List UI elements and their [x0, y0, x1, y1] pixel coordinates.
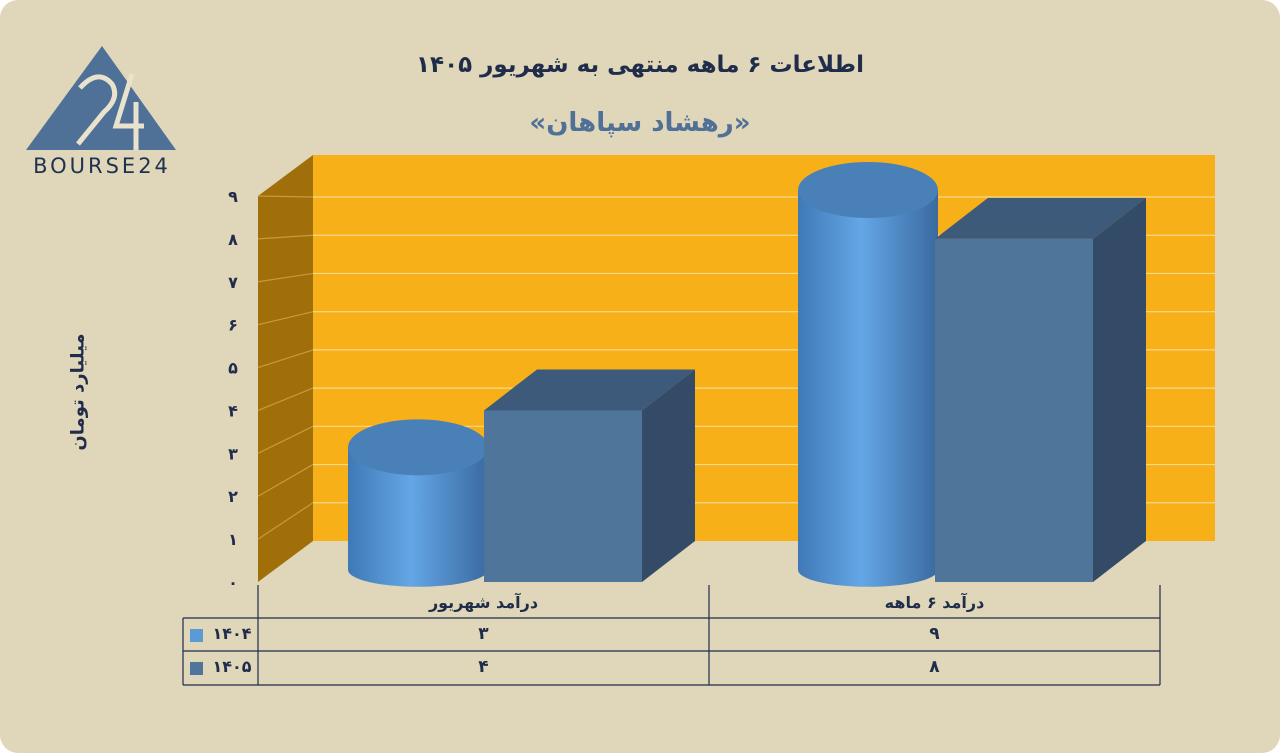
side-gridline	[257, 425, 314, 454]
bar-1404-cylinder-top	[348, 419, 488, 476]
table-value: ۳	[478, 624, 489, 644]
y-tick-label: ۵	[228, 359, 238, 378]
side-gridline	[257, 234, 314, 240]
y-tick-label: ۰	[228, 573, 238, 592]
category-label: درآمد شهریور	[428, 592, 538, 612]
table-value: ۹	[929, 624, 940, 644]
y-tick-label: ۷	[228, 273, 238, 292]
side-gridline	[257, 387, 314, 412]
y-tick-label: ۸	[228, 230, 238, 249]
y-tick-label: ۴	[228, 401, 238, 420]
side-gridline	[257, 272, 314, 283]
y-tick-label: ۲	[228, 487, 238, 506]
side-gridline	[257, 464, 314, 497]
y-tick-label: ۹	[228, 187, 238, 206]
table-value: ۴	[478, 657, 488, 677]
chart-subtitle: «رهشاد سپاهان»	[529, 108, 751, 138]
side-gridline	[257, 502, 314, 540]
side-gridline	[257, 349, 314, 369]
bar-1405-top	[935, 197, 1146, 239]
bar-1405-side	[1093, 197, 1146, 582]
bar-1405	[484, 410, 642, 582]
bar-1405	[935, 238, 1093, 582]
legend-swatch	[190, 662, 203, 675]
table-value: ۸	[929, 657, 940, 677]
y-tick-label: ۳	[228, 444, 238, 463]
logo-text: BOURSE24	[33, 154, 171, 178]
bar-1404-cylinder-top	[798, 162, 938, 218]
chart-title: اطلاعات ۶ ماهه منتهی به شهریور ۱۴۰۵	[416, 52, 864, 78]
bar-1405-side	[642, 369, 695, 582]
legend-series-name: ۱۴۰۴	[212, 624, 251, 643]
plot-side-wall	[258, 155, 313, 582]
legend-series-name: ۱۴۰۵	[212, 657, 251, 676]
bar-1405-top	[484, 369, 695, 411]
y-tick-label: ۱	[228, 530, 238, 549]
side-gridline	[257, 311, 314, 326]
bar-1404-cylinder	[798, 190, 938, 587]
bar-1404-cylinder	[348, 447, 488, 587]
logo-triangle-icon	[26, 46, 176, 150]
category-label: درآمد ۶ ماهه	[885, 592, 985, 612]
bourse24-logo	[20, 40, 185, 185]
y-tick-label: ۶	[228, 316, 238, 335]
legend-swatch	[190, 629, 203, 642]
side-gridline	[257, 195, 314, 198]
